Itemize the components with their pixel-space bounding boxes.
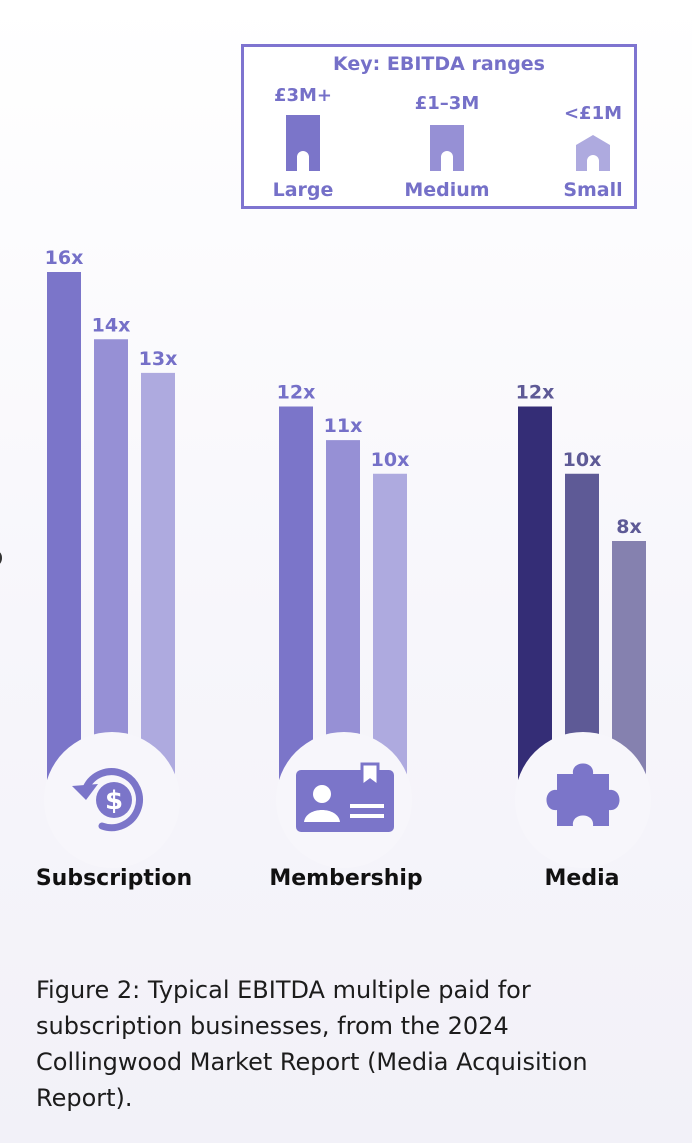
dollar-glyph: $	[105, 786, 123, 816]
legend-range-large: £3M+	[273, 85, 333, 106]
legend-swatch-large	[286, 115, 320, 171]
category-label-media: Media	[544, 866, 620, 891]
legend-item-large: £3M+ Large	[238, 47, 368, 201]
bar-subscription-large	[47, 272, 81, 810]
data-label: 10x	[563, 449, 602, 471]
legend-title: Key: EBITDA ranges	[333, 53, 545, 75]
data-label: 13x	[139, 348, 178, 370]
card-line	[350, 804, 384, 808]
data-label: 14x	[92, 314, 131, 336]
legend-range-medium: £1–3M	[414, 93, 480, 114]
id-card-icon	[296, 762, 394, 832]
legend-swatch-medium	[430, 125, 464, 171]
bookmark-shape	[360, 762, 380, 789]
data-label: 12x	[277, 382, 316, 404]
refresh-arc	[82, 768, 143, 832]
coin-shape	[96, 782, 132, 818]
legend-swatch-small	[576, 135, 610, 171]
data-label: 10x	[371, 449, 410, 471]
category-label-subscription: Subscription	[35, 866, 193, 891]
legend-range-small: <£1M	[563, 103, 623, 124]
refresh-arrowhead	[72, 784, 98, 800]
legend-item-small: <£1M Small	[528, 47, 658, 201]
legend-label-large: Large	[272, 179, 334, 201]
bar-subscription-small	[141, 372, 175, 810]
puzzle-shape	[546, 763, 620, 826]
data-label: 16x	[45, 247, 84, 269]
person-body	[304, 810, 340, 822]
data-label: 12x	[516, 382, 555, 404]
figure-caption: Figure 2: Typical EBITDA multiple paid f…	[36, 976, 588, 1112]
legend-label-small: Small	[563, 179, 623, 201]
bar-subscription-medium	[94, 339, 128, 810]
legend: Key: EBITDA ranges £3M+ Large £1–3M Medi…	[241, 44, 637, 209]
category-label-membership: Membership	[269, 866, 423, 891]
dollar-refresh-icon: $	[72, 768, 143, 832]
legend-label-medium: Medium	[404, 179, 490, 201]
person-head	[313, 785, 331, 803]
legend-item-medium: £1–3M Medium	[382, 47, 512, 201]
puzzle-piece-icon	[546, 763, 620, 826]
bar-chart: 16x 14x 13x $12x 11x 10x 12x 10x 8x	[44, 247, 646, 832]
data-label: 11x	[324, 415, 363, 437]
card-line	[350, 814, 384, 818]
data-label: 8x	[616, 516, 641, 538]
